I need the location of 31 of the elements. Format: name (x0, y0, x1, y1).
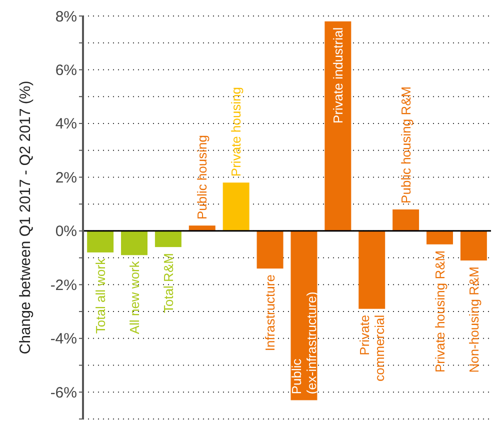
x-tick-label: Public (ex-infrastructure) (289, 292, 319, 394)
y-tick-label: 0% (55, 223, 77, 240)
x-tick-label: Total R&M (160, 253, 176, 314)
y-tick-label: -6% (50, 384, 77, 402)
x-tick-label: Private commercial (356, 314, 387, 382)
x-tick-label: Total all work (92, 258, 108, 334)
y-tick-label: -2% (50, 276, 77, 294)
x-tick-label: All new work (126, 260, 142, 334)
bar (358, 230, 386, 309)
x-tick-label: Infrastructure (262, 274, 278, 352)
x-tick-label: Private housing (228, 86, 244, 177)
bar (460, 230, 487, 260)
x-tick-label: Private industrial (330, 27, 346, 124)
bar (222, 182, 250, 231)
y-tick-label: 4% (55, 116, 77, 133)
y-tick-label: 8% (55, 8, 77, 26)
x-tick-label: Private housing R&M (432, 250, 448, 372)
y-axis-title: Change between Q1 2017 - Q2 2017 (%) (17, 80, 34, 354)
y-tick-label: -4% (50, 330, 77, 348)
bar (121, 230, 148, 256)
y-tick-label: 2% (55, 169, 77, 186)
bar (154, 230, 182, 248)
bar (426, 230, 453, 244)
bar (392, 209, 420, 231)
x-tick-label: Non-housing R&M (466, 266, 482, 373)
bar (256, 230, 284, 269)
bar (324, 21, 352, 231)
y-tick-label: 6% (55, 62, 77, 79)
x-tick-label: Public housing (194, 134, 210, 220)
bar (87, 230, 114, 252)
x-tick-label: Public housing R&M (398, 86, 414, 204)
